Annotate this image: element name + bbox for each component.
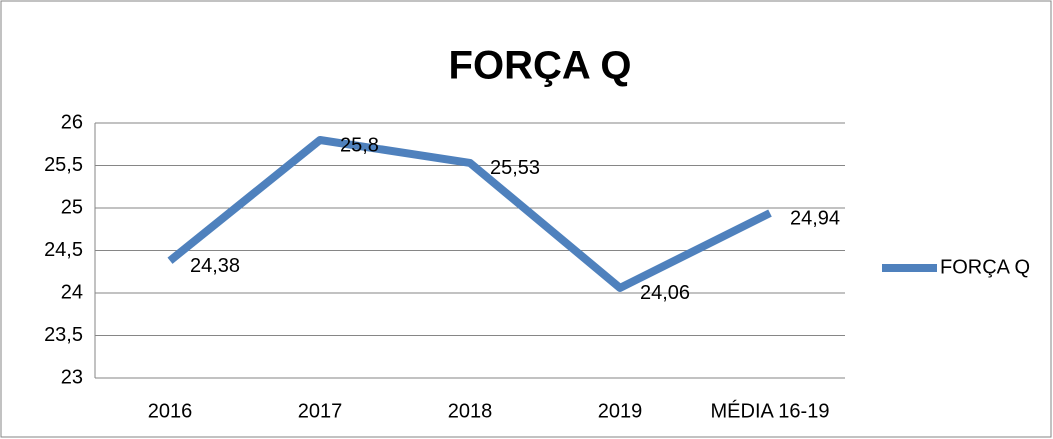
data-line	[167, 136, 772, 292]
legend-label: FORÇA Q	[940, 256, 1030, 278]
data-label: 24,38	[190, 255, 240, 277]
y-tick-label: 23,5	[44, 324, 83, 346]
y-tick-label: 24	[61, 281, 83, 303]
x-tick-label: 2018	[448, 400, 493, 422]
x-tick-label: 2019	[598, 400, 643, 422]
chart-title: FORÇA Q	[449, 44, 632, 88]
x-tick-label: MÉDIA 16-19	[711, 399, 830, 422]
y-tick-label: 24,5	[44, 239, 83, 261]
data-label: 25,53	[490, 157, 540, 179]
data-label: 25,8	[340, 134, 379, 156]
y-tick-label: 26	[61, 111, 83, 133]
data-label: 24,94	[790, 207, 840, 229]
y-tick-label: 25,5	[44, 154, 83, 176]
y-tick-label: 25	[61, 196, 83, 218]
x-tick-label: 2016	[148, 400, 193, 422]
x-tick-label: 2017	[298, 400, 343, 422]
y-tick-label: 23	[61, 366, 83, 388]
data-label: 24,06	[640, 282, 690, 304]
